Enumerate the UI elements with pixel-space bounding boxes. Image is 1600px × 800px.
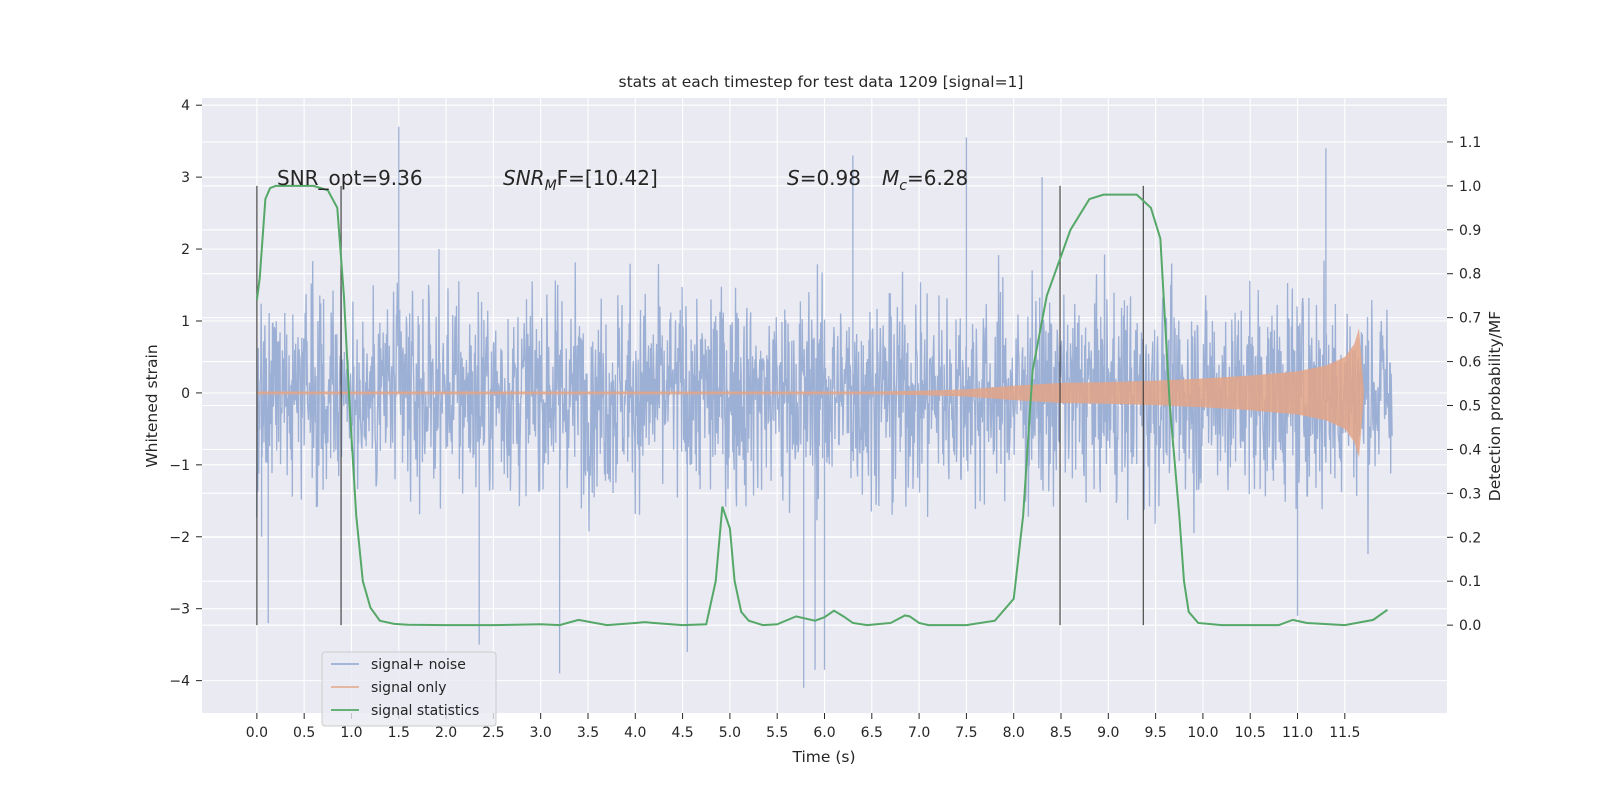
x-tick-label: 5.0 xyxy=(719,725,741,741)
x-tick-label: 3.5 xyxy=(577,725,599,741)
x-tick-label: 7.5 xyxy=(955,725,977,741)
mc-subscript: c xyxy=(899,178,907,194)
s-prefix: S xyxy=(787,166,800,190)
series-signal-noise xyxy=(256,126,1393,688)
x-tick-label: 2.5 xyxy=(482,725,504,741)
snr-mf-subscript: M xyxy=(545,178,557,194)
right-y-tick-label: 1.1 xyxy=(1459,135,1481,151)
left-y-tick-label: −3 xyxy=(169,602,190,618)
snr-mf-suffix: F=[10.42] xyxy=(557,166,658,190)
right-y-tick-label: 0.6 xyxy=(1459,355,1481,371)
plot-content xyxy=(255,126,1393,688)
left-y-axis-ticks: −4 −3 −2 −1 0 1 2 3 4 xyxy=(169,98,202,690)
x-tick-label: 1.0 xyxy=(340,725,362,741)
x-tick-label: 8.5 xyxy=(1050,725,1072,741)
x-tick-label: 10.5 xyxy=(1235,725,1266,741)
right-y-tick-label: 0.4 xyxy=(1459,442,1481,458)
right-y-axis-ticks: 0.0 0.1 0.2 0.3 0.4 0.5 0.6 0.7 0.8 0.9 1.0 1.1 xyxy=(1447,135,1481,634)
x-axis-label: Time (s) xyxy=(791,748,855,766)
legend-label-signal-noise: signal+ noise xyxy=(371,657,466,673)
left-y-tick-label: 4 xyxy=(181,98,190,114)
left-y-tick-label: 2 xyxy=(181,242,190,258)
right-y-tick-label: 0.7 xyxy=(1459,311,1481,327)
left-y-tick-label: −1 xyxy=(169,458,190,474)
x-tick-label: 4.0 xyxy=(624,725,646,741)
left-y-tick-label: 3 xyxy=(181,170,190,186)
x-tick-label: 4.5 xyxy=(671,725,693,741)
x-tick-label: 6.0 xyxy=(813,725,835,741)
x-tick-label: 11.5 xyxy=(1329,725,1360,741)
x-tick-label: 1.5 xyxy=(388,725,410,741)
left-y-tick-label: −2 xyxy=(169,530,190,546)
x-tick-label: 9.0 xyxy=(1097,725,1119,741)
x-tick-label: 11.0 xyxy=(1282,725,1313,741)
right-y-axis-label: Detection probability/MF xyxy=(1486,311,1504,502)
series-signal-only xyxy=(256,328,1364,458)
right-y-tick-label: 0.0 xyxy=(1459,618,1481,634)
annotation-snr-opt: SNR_opt=9.36 xyxy=(277,166,423,190)
legend-label-signal-statistics: signal statistics xyxy=(371,703,479,719)
annotation-s: S=0.98 xyxy=(787,166,861,190)
annotation-snr-mf: SNRMF=[10.42] xyxy=(503,166,658,194)
x-axis-ticks: 0.0 0.5 1.0 1.5 2.0 2.5 3.0 3.5 4.0 4.5 5.0 5.5 6.0 6… xyxy=(246,713,1360,741)
left-y-axis-label: Whitened strain xyxy=(143,344,161,467)
x-tick-label: 0.5 xyxy=(293,725,315,741)
right-y-tick-label: 0.5 xyxy=(1459,399,1481,415)
legend-box xyxy=(321,651,497,727)
x-tick-label: 5.5 xyxy=(766,725,788,741)
chart-title: stats at each timestep for test data 120… xyxy=(619,73,1024,91)
x-tick-label: 9.5 xyxy=(1144,725,1166,741)
legend-label-signal-only: signal only xyxy=(371,680,446,696)
right-y-tick-label: 0.9 xyxy=(1459,223,1481,239)
right-y-tick-label: 0.8 xyxy=(1459,267,1481,283)
x-tick-label: 0.0 xyxy=(246,725,268,741)
left-y-tick-label: −4 xyxy=(169,674,190,690)
mc-prefix: M xyxy=(882,166,899,190)
mc-value: =6.28 xyxy=(907,166,968,190)
grid-lines xyxy=(202,98,1447,713)
right-y-tick-label: 1.0 xyxy=(1459,179,1481,195)
legend: signal+ noise signal only signal statist… xyxy=(321,651,497,727)
right-y-tick-label: 0.1 xyxy=(1459,574,1481,590)
left-y-tick-label: 0 xyxy=(181,386,190,402)
annotation-mc: Mc=6.28 xyxy=(882,166,968,194)
snr-mf-prefix: SNR xyxy=(503,166,545,190)
left-y-tick-label: 1 xyxy=(181,314,190,330)
right-y-tick-label: 0.2 xyxy=(1459,530,1481,546)
x-tick-label: 3.0 xyxy=(530,725,552,741)
s-value: =0.98 xyxy=(800,166,861,190)
x-tick-label: 7.0 xyxy=(908,725,930,741)
x-tick-label: 8.0 xyxy=(1003,725,1025,741)
x-tick-label: 2.0 xyxy=(435,725,457,741)
right-y-tick-label: 0.3 xyxy=(1459,486,1481,502)
x-tick-label: 10.0 xyxy=(1187,725,1218,741)
series-signal-statistics xyxy=(255,184,1388,627)
annotations: SNR_opt=9.36 SNRMF=[10.42] S=0.98 Mc=6.2… xyxy=(277,166,968,194)
x-tick-label: 6.5 xyxy=(861,725,883,741)
